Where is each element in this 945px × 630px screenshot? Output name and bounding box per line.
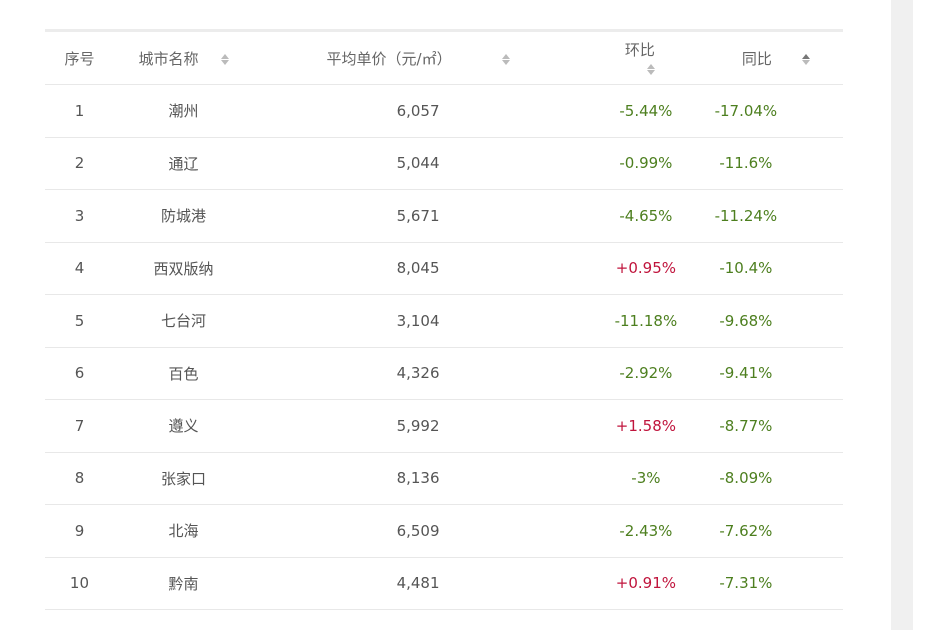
cell-city: 黔南 <box>113 557 254 610</box>
cell-price: 4,481 <box>253 557 584 610</box>
scrollbar-track[interactable] <box>891 0 913 630</box>
cell-city: 潮州 <box>113 84 254 138</box>
cell-mom: -4.65% <box>583 189 679 243</box>
cell-yoy: -10.4% <box>678 242 843 295</box>
header-mom[interactable]: 环比 <box>583 30 679 85</box>
cell-city: 七台河 <box>113 294 254 348</box>
cell-mom: -2.43% <box>583 504 679 558</box>
table-row: 3 防城港 5,671 -4.65% -11.24% <box>45 189 843 243</box>
cell-yoy: -7.31% <box>678 557 843 610</box>
table-row: 6 百色 4,326 -2.92% -9.41% <box>45 347 843 400</box>
table-row: 2 通辽 5,044 -0.99% -11.6% <box>45 137 843 190</box>
cell-price: 5,671 <box>253 189 584 243</box>
header-city[interactable]: 城市名称 <box>113 30 254 85</box>
table-row: 8 张家口 8,136 -3% -8.09% <box>45 452 843 505</box>
cell-yoy: -11.6% <box>678 137 843 190</box>
cell-price: 6,057 <box>253 84 584 138</box>
cell-mom: -11.18% <box>583 294 679 348</box>
cell-index: 9 <box>45 504 114 558</box>
cell-index: 1 <box>45 84 114 138</box>
cell-mom: -5.44% <box>583 84 679 138</box>
cell-yoy: -9.41% <box>678 347 843 400</box>
cell-mom: -0.99% <box>583 137 679 190</box>
table-row: 9 北海 6,509 -2.43% -7.62% <box>45 504 843 558</box>
cell-price: 5,044 <box>253 137 584 190</box>
cell-mom: +1.58% <box>583 399 679 453</box>
cell-price: 8,045 <box>253 242 584 295</box>
cell-mom: +0.91% <box>583 557 679 610</box>
cell-index: 3 <box>45 189 114 243</box>
cell-index: 10 <box>45 557 114 610</box>
cell-mom: -3% <box>583 452 679 505</box>
cell-yoy: -17.04% <box>678 84 843 138</box>
table-row: 7 遵义 5,992 +1.58% -8.77% <box>45 399 843 453</box>
cell-index: 7 <box>45 399 114 453</box>
cell-mom: -2.92% <box>583 347 679 400</box>
sort-icon[interactable] <box>501 53 510 66</box>
table-row: 4 西双版纳 8,045 +0.95% -10.4% <box>45 242 843 295</box>
cell-city: 通辽 <box>113 137 254 190</box>
cell-city: 北海 <box>113 504 254 558</box>
cell-city: 百色 <box>113 347 254 400</box>
city-price-table: 序号 城市名称 平均单价（元/㎡） 环比 同比 1 潮州 6,057 -5.44% -1… <box>45 29 843 610</box>
cell-yoy: -9.68% <box>678 294 843 348</box>
cell-price: 3,104 <box>253 294 584 348</box>
cell-yoy: -7.62% <box>678 504 843 558</box>
cell-city: 西双版纳 <box>113 242 254 295</box>
cell-yoy: -11.24% <box>678 189 843 243</box>
cell-mom: +0.95% <box>583 242 679 295</box>
sort-icon-active[interactable] <box>801 53 810 66</box>
cell-index: 8 <box>45 452 114 505</box>
table-header: 序号 城市名称 平均单价（元/㎡） 环比 同比 <box>45 30 843 85</box>
cell-price: 5,992 <box>253 399 584 453</box>
cell-city: 遵义 <box>113 399 254 453</box>
cell-price: 6,509 <box>253 504 584 558</box>
table-row: 5 七台河 3,104 -11.18% -9.68% <box>45 294 843 348</box>
cell-index: 6 <box>45 347 114 400</box>
cell-index: 5 <box>45 294 114 348</box>
cell-index: 4 <box>45 242 114 295</box>
sort-icon[interactable] <box>220 53 229 66</box>
cell-city: 张家口 <box>113 452 254 505</box>
table-row: 10 黔南 4,481 +0.91% -7.31% <box>45 557 843 610</box>
header-price[interactable]: 平均单价（元/㎡） <box>253 30 584 85</box>
cell-city: 防城港 <box>113 189 254 243</box>
sort-icon[interactable] <box>646 63 655 76</box>
cell-yoy: -8.77% <box>678 399 843 453</box>
cell-price: 8,136 <box>253 452 584 505</box>
cell-index: 2 <box>45 137 114 190</box>
cell-price: 4,326 <box>253 347 584 400</box>
cell-yoy: -8.09% <box>678 452 843 505</box>
header-yoy[interactable]: 同比 <box>678 30 843 85</box>
header-index: 序号 <box>45 30 114 85</box>
table-row: 1 潮州 6,057 -5.44% -17.04% <box>45 84 843 138</box>
